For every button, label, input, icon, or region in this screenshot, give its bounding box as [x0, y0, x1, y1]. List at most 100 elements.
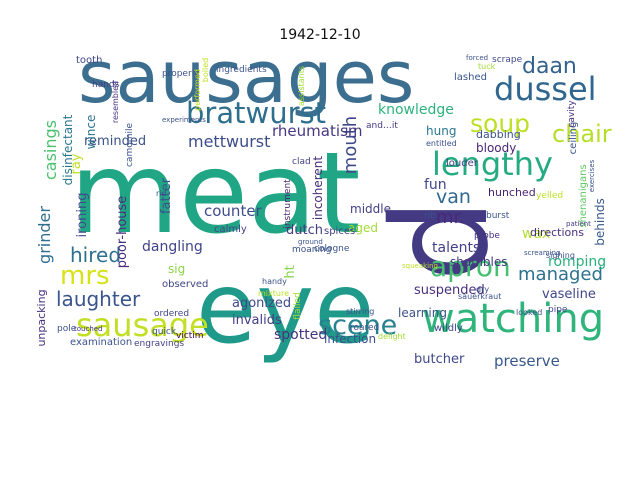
word: talents [432, 240, 480, 256]
word: rid [156, 189, 167, 198]
word: mrs [60, 261, 110, 291]
word: assistants [297, 66, 306, 106]
word: ingredients [216, 65, 267, 75]
word: behinds [593, 198, 607, 245]
word: apron [430, 250, 511, 283]
word: yelled [536, 191, 563, 201]
word: wax [522, 226, 550, 242]
word: hired [70, 243, 121, 267]
word: tooth [76, 55, 102, 66]
chart-title: 1942-12-10 [279, 27, 361, 43]
word: reminded [84, 134, 146, 149]
word: ray [69, 153, 84, 174]
word: probe [474, 231, 500, 241]
word: shambles [450, 255, 508, 269]
word: flailed [293, 292, 303, 319]
word: properly [162, 69, 200, 79]
word: ground [298, 238, 323, 246]
word: infection [324, 332, 376, 346]
word: grinder [35, 206, 54, 264]
word: agonized [232, 296, 291, 311]
word: calmly [214, 224, 247, 235]
word: squeaking [402, 262, 438, 270]
word: clad [292, 157, 311, 167]
word: sig [168, 262, 185, 276]
word: victim [176, 331, 204, 341]
word: disinfectant [61, 114, 75, 185]
word: dabbing [476, 128, 521, 141]
word: hung [426, 124, 456, 138]
word: examination [70, 337, 132, 348]
word: resembled [111, 81, 120, 123]
word: watching [422, 296, 604, 342]
word: unpacking [35, 289, 48, 346]
word: and…it [366, 121, 398, 131]
word: vaseline [542, 287, 596, 302]
word: tuck [478, 62, 496, 71]
word: boiled [201, 58, 210, 82]
word: sausage [76, 306, 209, 344]
word: roared [350, 323, 379, 333]
word: directions [530, 226, 584, 239]
word: sighing [546, 251, 575, 260]
word: lashed [454, 72, 487, 83]
word: incoherent [311, 156, 325, 221]
word: pole [57, 324, 77, 334]
word: counter [204, 202, 263, 220]
word: invalids [232, 313, 282, 328]
word: quick [152, 327, 177, 337]
word: mr. [436, 207, 465, 228]
word: burst [486, 211, 510, 221]
word: meat [70, 129, 361, 259]
word: chair [552, 120, 612, 148]
word: dry [476, 285, 489, 294]
cloud-background [40, 51, 600, 350]
word: touched [74, 325, 103, 333]
word: ceiling [568, 122, 579, 155]
word: learning [398, 306, 447, 320]
word: van [436, 186, 471, 208]
word: engravings [134, 339, 184, 349]
word: forced [466, 54, 488, 62]
word: daan [522, 54, 577, 79]
word: hunched [488, 186, 536, 199]
word: moaning [292, 245, 331, 255]
word: cavity [567, 100, 577, 128]
word: fatter [159, 177, 174, 214]
word: looked [516, 308, 542, 317]
word: stirring [346, 307, 374, 316]
word: entitled [426, 139, 457, 148]
word: managed [518, 264, 603, 285]
word: bratwurst [186, 96, 326, 130]
word: rib [424, 211, 436, 221]
word: d [364, 198, 518, 282]
word: soup [470, 109, 530, 138]
word: middle [350, 202, 391, 216]
word: instrument [283, 179, 293, 229]
word: exercises [588, 159, 596, 192]
word: observed [162, 279, 208, 290]
word: dutch [286, 223, 323, 238]
word: casings [41, 120, 60, 180]
word: screaming [524, 249, 560, 257]
word: wince [84, 115, 98, 150]
word: louder [446, 158, 479, 169]
word: ht [283, 265, 298, 278]
word: dussel [494, 70, 597, 108]
word: camomile [125, 123, 135, 168]
word: ironing [75, 193, 90, 238]
word: ordered [154, 309, 189, 319]
word: poor-house [115, 196, 130, 269]
word: lengthy [432, 145, 553, 183]
word: scrape [492, 55, 523, 65]
word: wildly [434, 323, 463, 334]
word: dangling [142, 239, 203, 255]
word: butcher [414, 352, 465, 367]
word: mettwurst [188, 132, 270, 151]
word: delight [378, 332, 406, 341]
word: mouth [340, 116, 361, 174]
word: suspended [414, 283, 485, 298]
word: fun [424, 177, 447, 193]
